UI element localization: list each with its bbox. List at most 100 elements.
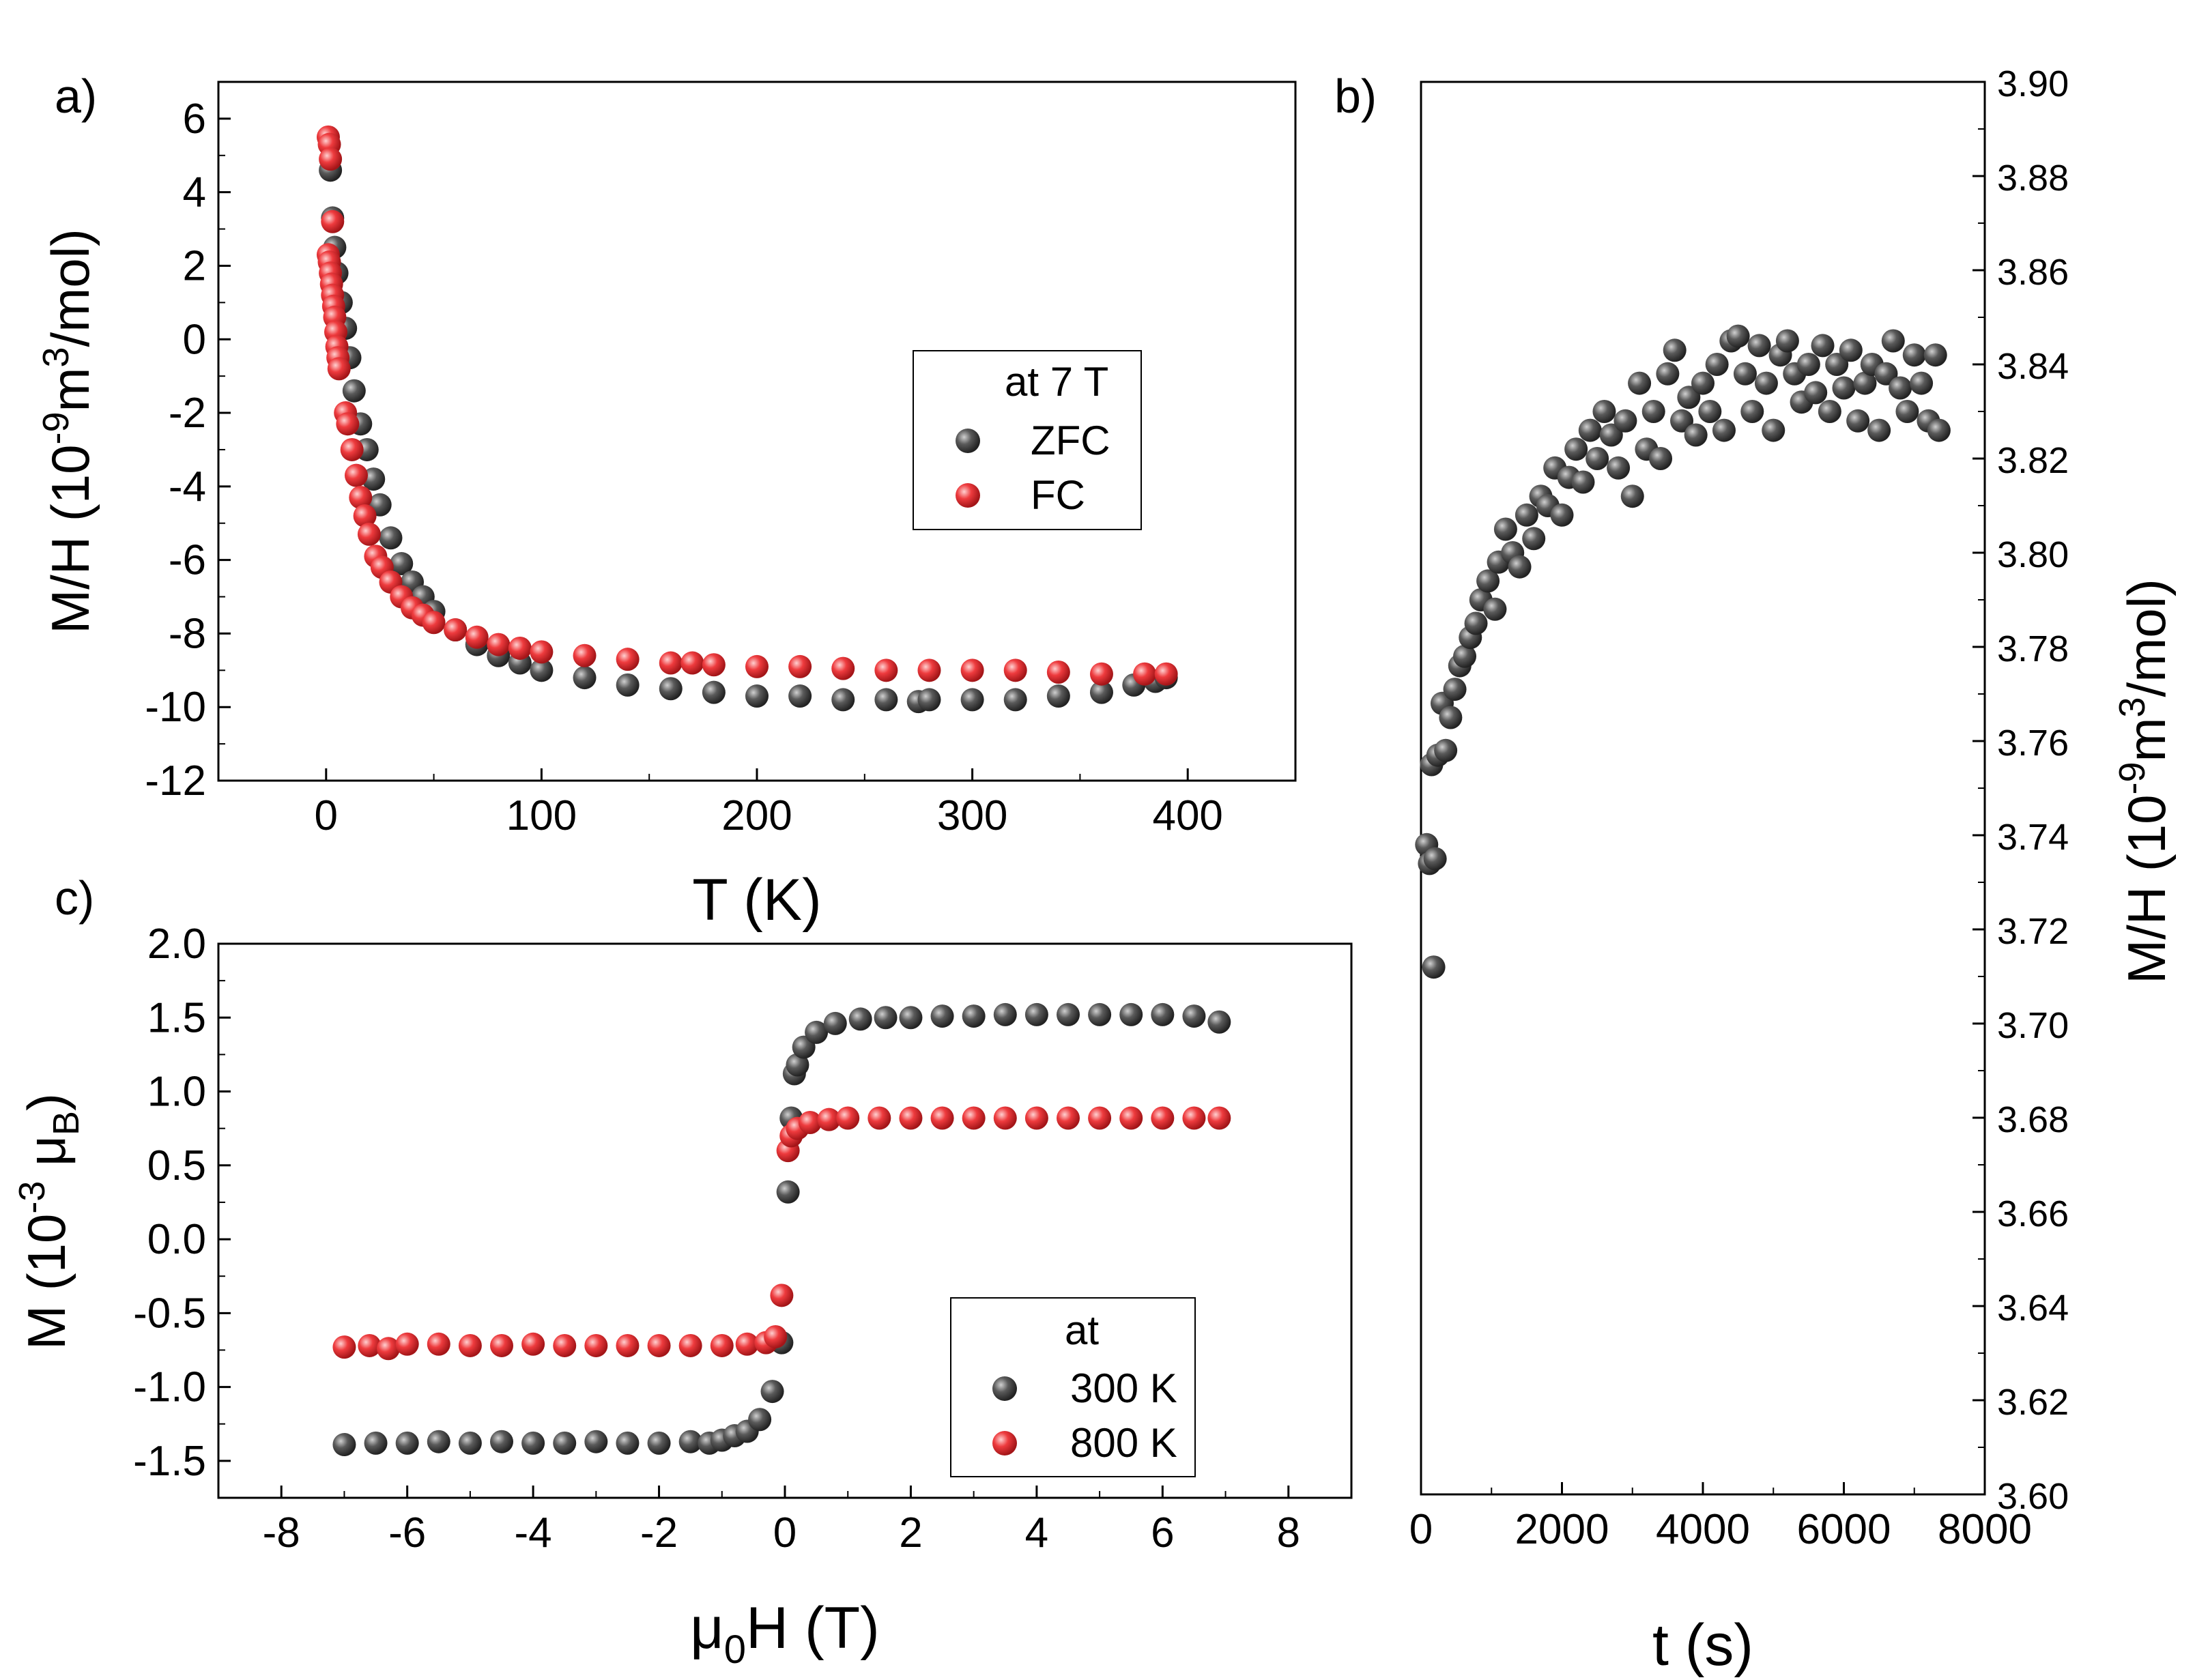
panel-a-fc-point — [874, 658, 898, 682]
panel-c-800-k-point — [836, 1106, 860, 1130]
panel-c-legend-300k: 300 K — [1070, 1365, 1177, 1411]
panel-a-zfc-point — [917, 688, 941, 712]
panel-b-m-h-vs-t-point — [1895, 400, 1919, 423]
panel-a-fc-point — [530, 640, 554, 664]
panel-b-m-h-vs-t-point — [1902, 343, 1926, 367]
panel-a-y-tick-label: 4 — [183, 169, 206, 216]
panel-c-label: c) — [55, 871, 94, 925]
panel-b-m-h-vs-t-point — [1453, 644, 1477, 668]
panel-c-300-k-point — [1182, 1004, 1206, 1028]
panel-c-x-tick-label: -8 — [263, 1509, 300, 1556]
panel-b-m-h-vs-t-point — [1522, 527, 1546, 551]
panel-c-300-k-point — [553, 1431, 577, 1455]
panel-c-300-k-point — [962, 1004, 986, 1028]
panel-c-300-k-point — [776, 1180, 800, 1204]
panel-b-m-h-vs-t-point — [1726, 324, 1750, 348]
panel-a-zfc-point — [342, 379, 366, 403]
panel-b-x-tick-label: 4000 — [1656, 1506, 1750, 1553]
panel-c-y-tick-label: 0.5 — [147, 1142, 206, 1189]
panel-b-m-h-vs-t-point — [1641, 400, 1665, 423]
panel-a-zfc-point — [390, 552, 414, 576]
panel-c-ticks: -8 -6 -4 -2 0 2 4 6 8 -1.5 -1.0 -0.5 0.0 0.5 1.0 1.5 2.0 — [133, 921, 1300, 1556]
panel-b-m-h-vs-t-point — [1910, 371, 1934, 395]
panel-c-800-k-point — [798, 1111, 822, 1135]
panel-a-fc-point — [702, 653, 726, 677]
panel-c-y-tick-label: -1.5 — [133, 1438, 206, 1485]
panel-b-m-h-vs-t-point — [1698, 400, 1722, 423]
panel-b-m-h-vs-t-point — [1422, 955, 1446, 979]
panel-b-y-title: M/H (10-9m3/mol) — [2112, 579, 2177, 984]
panel-c-300-k-point — [678, 1430, 702, 1453]
panel-b-m-h-vs-t-point — [1578, 418, 1602, 442]
panel-a-points — [316, 125, 1178, 714]
panel-c-800-k-point — [458, 1333, 482, 1357]
panel-c-800-k-point — [867, 1106, 891, 1130]
panel-b-m-h-vs-t-point — [1811, 334, 1835, 358]
panel-b-m-h-vs-t-point — [1443, 678, 1467, 701]
panel-b-m-h-vs-t-point — [1493, 517, 1517, 541]
panel-c-x-tick-label: -4 — [515, 1509, 552, 1556]
panel-a-fc-point — [788, 654, 812, 678]
panel-a-y-tick-label: -4 — [169, 463, 206, 510]
panel-a-zfc-point — [659, 677, 683, 701]
panel-b-y-tick-label: 3.86 — [1997, 252, 2069, 293]
panel-a-zfc-point — [362, 467, 386, 491]
panel-c-800-k-point — [490, 1333, 513, 1357]
panel-b-m-h-vs-t-point — [1712, 418, 1736, 442]
panel-b-m-h-vs-t-point — [1586, 447, 1609, 470]
panel-a-label: a) — [55, 70, 97, 123]
panel-b-y-tick-label: 3.64 — [1997, 1288, 2069, 1329]
panel-a-fc-point — [1154, 662, 1178, 686]
panel-c-800-k-point — [377, 1337, 400, 1361]
panel-a-fc-point — [349, 486, 373, 510]
panel-b-m-h-vs-t-point — [1508, 555, 1532, 579]
panel-b-x-title: t (s) — [1652, 1612, 1753, 1678]
panel-a-fc-point — [353, 504, 377, 527]
panel-c-x-tick-label: -6 — [388, 1509, 426, 1556]
panel-b-y-tick-label: 3.90 — [1997, 63, 2069, 104]
panel-a-legend-marker-zfc — [956, 429, 980, 453]
panel-a-fc-point — [1003, 658, 1027, 682]
panel-b-m-h-vs-t-point — [1733, 362, 1757, 386]
panel-b-frame — [1420, 81, 1986, 1496]
panel-c-300-k-point — [458, 1431, 482, 1455]
panel-c-300-k-point — [760, 1380, 784, 1404]
panel-c-points — [332, 1002, 1231, 1457]
panel-c-800-k-point — [678, 1333, 702, 1357]
panel-b-y-tick-label: 3.60 — [1997, 1476, 2069, 1517]
panel-b-m-h-vs-t-point — [1439, 706, 1463, 729]
panel-a-y-tick-label: -8 — [169, 610, 206, 657]
panel-c-800-k-point — [395, 1332, 419, 1356]
panel-c-300-k-point — [490, 1430, 513, 1453]
panel-b-y-tick-label: 3.88 — [1997, 158, 2069, 199]
panel-a-fc-point — [1089, 662, 1113, 686]
panel-c-y-tick-label: 0.0 — [147, 1216, 206, 1263]
panel-a-y-tick-label: -10 — [145, 684, 206, 731]
panel-a-fc-point — [487, 633, 511, 656]
panel-a-fc-point — [960, 658, 984, 682]
panel-c-800-k-point — [1182, 1106, 1206, 1130]
panel-a-y-tick-label: -12 — [145, 757, 206, 805]
panel-b-m-h-vs-t-point — [1663, 338, 1687, 362]
panel-c-300-k-point — [1024, 1002, 1048, 1026]
panel-c-800-k-point — [1207, 1106, 1231, 1130]
panel-b-m-h-vs-t-point — [1476, 569, 1500, 593]
panel-a-zfc-point — [874, 688, 898, 712]
panel-a-zfc-point — [1003, 688, 1027, 712]
panel-c-300-k-point — [521, 1431, 545, 1455]
panel-a-legend-marker-fc — [956, 483, 980, 508]
panel-a-zfc-point — [573, 666, 597, 690]
panel-a-x-tick-label: 0 — [315, 792, 338, 839]
panel-c-800-k-point — [358, 1333, 382, 1357]
panel-b-m-h-vs-t-point — [1853, 371, 1877, 395]
panel-c-800-k-point — [710, 1333, 734, 1357]
panel-a-x-tick-label: 100 — [506, 792, 577, 839]
panel-c-800-k-point — [1088, 1106, 1112, 1130]
panel-b-label: b) — [1334, 70, 1377, 123]
panel-a-y-tick-label: -2 — [169, 390, 206, 437]
panel-b-m-h-vs-t-point — [1874, 362, 1898, 386]
panel-a-fc-point — [917, 658, 941, 682]
panel-c-800-k-point — [647, 1333, 671, 1357]
